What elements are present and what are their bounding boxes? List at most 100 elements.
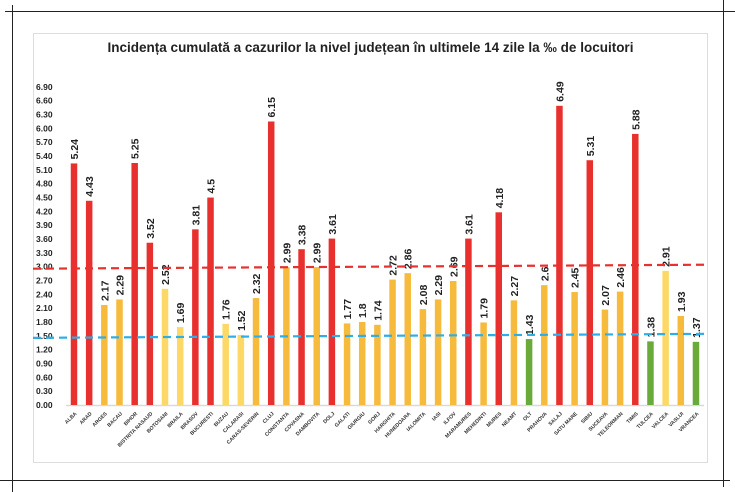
y-tick-label: 5.10: [36, 165, 53, 175]
y-tick-label: 2.10: [36, 303, 53, 313]
y-tick-label: 1.80: [36, 317, 53, 327]
y-tick-label: 4.50: [36, 193, 53, 203]
bar-value-label: 2.32: [251, 273, 263, 294]
bar-botosani: [161, 288, 169, 405]
bar-value-label: 2.72: [388, 255, 400, 276]
bar-dolj: [328, 238, 336, 405]
bar-value-label: 2.91: [661, 246, 673, 267]
y-tick-label: 1.50: [36, 331, 53, 341]
bar-value-label: 5.25: [130, 138, 142, 159]
y-tick-label: 0.00: [36, 400, 53, 410]
bar-value-label: 4.18: [494, 188, 506, 209]
y-tick-label: 5.40: [36, 151, 53, 161]
bar-mures: [495, 212, 503, 405]
bar-valcea: [662, 270, 669, 405]
bar-bistrita-nasaud: [146, 242, 154, 405]
y-tick-label: 6.60: [36, 96, 53, 106]
category-label: BACAU: [106, 411, 124, 429]
frame-right-line: [723, 0, 724, 487]
y-tick-label: 6.90: [36, 82, 53, 92]
y-tick-label: 0.30: [36, 386, 53, 396]
bar-ilfov: [450, 280, 457, 405]
bar-value-label: 2.08: [418, 285, 430, 306]
bar-giurgiu: [358, 322, 366, 405]
bar-cluj: [267, 121, 275, 406]
bar-covasna: [298, 249, 305, 405]
chart-area: [33, 33, 708, 463]
bar-olt: [525, 339, 533, 405]
y-tick-label: 0.60: [36, 372, 53, 382]
category-label: ALBA: [64, 411, 79, 426]
bar-value-label: 3.81: [190, 205, 202, 226]
bar-value-label: 4.43: [84, 176, 96, 197]
bar-value-label: 1.69: [175, 302, 187, 323]
bar-value-label: 3.52: [145, 218, 157, 239]
bar-iasi: [434, 299, 442, 405]
y-tick-label: 4.20: [36, 206, 53, 216]
bar-value-label: 4.5: [206, 179, 218, 194]
y-tick-label: 3.60: [36, 234, 53, 244]
bar-value-label: 3.61: [463, 214, 475, 235]
threshold-line-3: [32, 263, 709, 270]
bar-vrancea: [692, 341, 700, 405]
bar-value-label: 3.38: [297, 225, 309, 246]
y-tick-label: 3.90: [36, 220, 53, 230]
bar-salaj: [556, 105, 563, 405]
category-label: IASI: [431, 411, 443, 423]
bar-caras-severin: [252, 298, 260, 405]
bar-value-label: 2.29: [115, 275, 127, 296]
bar-arad: [85, 200, 93, 405]
bar-prahova: [541, 285, 548, 405]
bar-value-label: 2.45: [570, 267, 582, 288]
bar-tulcea: [647, 341, 654, 405]
bar-value-label: 2.99: [312, 243, 324, 264]
y-tick-label: 3.30: [36, 248, 53, 258]
bar-teleorman: [616, 291, 624, 405]
bar-value-label: 2.17: [99, 280, 111, 301]
bar-bacau: [116, 299, 123, 405]
bar-vaslui: [677, 316, 685, 405]
y-tick-label: 4.80: [36, 179, 53, 189]
bar-harghita: [389, 279, 396, 405]
y-tick-label: 1.20: [36, 345, 53, 355]
bar-braila: [176, 327, 184, 405]
bar-bihor: [131, 162, 138, 405]
y-tick-label: 6.00: [36, 123, 53, 133]
bar-mehedinti: [480, 322, 487, 405]
bar-value-label: 2.27: [509, 276, 521, 297]
bar-maramures: [465, 238, 472, 405]
bar-value-label: 5.31: [585, 136, 597, 157]
category-label: OLT: [522, 411, 534, 423]
y-tick-label: 0.90: [36, 359, 53, 369]
category-label: MURES: [486, 411, 504, 429]
bar-value-label: 2.6: [539, 266, 551, 281]
bar-value-label: 1.43: [524, 314, 536, 335]
bar-brasov: [192, 229, 199, 405]
bar-sibiu: [586, 160, 594, 405]
bar-neamt: [510, 300, 518, 405]
bar-satu-mare: [571, 292, 578, 405]
y-tick-label: 5.70: [36, 137, 53, 147]
y-tick-label: 2.70: [36, 276, 53, 286]
bar-value-label: 6.15: [266, 97, 278, 118]
bar-value-label: 1.38: [645, 317, 657, 338]
category-label: NEAMT: [501, 411, 519, 429]
bar-timis: [632, 133, 639, 405]
bar-buzau: [222, 323, 229, 405]
bar-suceava: [601, 309, 609, 405]
bar-value-label: 1.76: [221, 299, 233, 320]
frame-left-line: [12, 5, 13, 492]
bar-gorj: [374, 324, 381, 405]
bar-value-label: 5.88: [630, 109, 642, 130]
bar-alba: [70, 163, 78, 405]
bar-value-label: 1.52: [236, 310, 248, 331]
y-tick-label: 3.00: [36, 262, 53, 272]
bar-calarasi: [237, 334, 245, 405]
bar-value-label: 2.86: [403, 249, 415, 270]
bar-value-label: 2.07: [600, 285, 612, 306]
bar-value-label: 1.93: [676, 291, 688, 312]
threshold-line-1-5: [32, 332, 709, 339]
bar-bucuresti: [207, 197, 214, 405]
frame-top-line: [5, 11, 735, 12]
